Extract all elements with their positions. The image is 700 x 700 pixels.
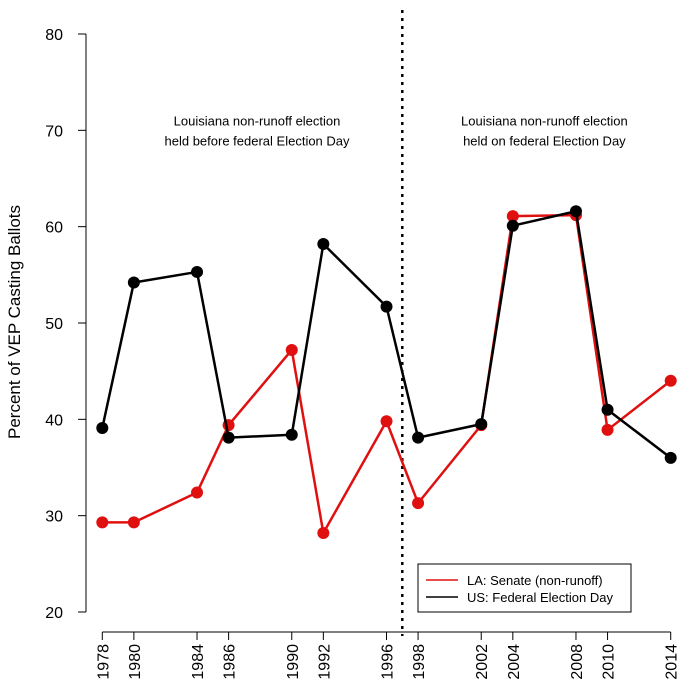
x-tick-label: 1978 — [95, 644, 112, 680]
annotation-line: Louisiana non-runoff election — [174, 114, 341, 129]
data-point — [285, 428, 298, 441]
data-point — [317, 527, 330, 540]
data-point — [601, 423, 614, 436]
data-point — [380, 415, 393, 428]
data-point — [191, 486, 204, 499]
data-point — [191, 265, 204, 278]
data-point — [569, 205, 582, 218]
x-tick-label: 1998 — [411, 644, 428, 680]
x-tick-label: 2002 — [474, 644, 491, 680]
y-tick-label: 60 — [45, 220, 63, 237]
legend: LA: Senate (non-runoff) US: Federal Elec… — [417, 563, 632, 613]
y-tick-label: 30 — [45, 509, 63, 526]
x-tick-label: 2010 — [601, 644, 618, 680]
y-tick-label: 80 — [45, 27, 63, 44]
x-tick-label: 1992 — [316, 644, 333, 680]
annotation-line: held on federal Election Day — [463, 134, 626, 149]
y-axis-title: Percent of VEP Casting Ballots — [5, 205, 24, 439]
x-tick-label: 1986 — [222, 644, 239, 680]
y-tick-label: 50 — [45, 316, 63, 333]
x-tick-label: 2004 — [506, 644, 523, 680]
data-point — [127, 276, 140, 289]
data-point — [222, 431, 235, 444]
data-point — [380, 300, 393, 313]
data-point — [127, 516, 140, 529]
x-tick-label: 1984 — [190, 644, 207, 680]
x-axis: 1978 1980 1984 1986 1990 1992 1996 1998 2002 2004… — [95, 631, 681, 680]
data-point — [601, 403, 614, 416]
data-point — [506, 219, 519, 232]
data-point — [96, 422, 109, 435]
annotation-line: held before federal Election Day — [165, 134, 351, 149]
series-layer — [96, 205, 677, 540]
series-line — [102, 213, 672, 535]
data-point — [412, 431, 425, 444]
data-point — [285, 343, 298, 356]
legend-label-la-senate: LA: Senate (non-runoff) — [467, 573, 603, 588]
y-tick-label: 40 — [45, 412, 63, 429]
x-tick-label: 2014 — [664, 644, 681, 680]
x-tick-label: 1990 — [285, 644, 302, 680]
data-point — [664, 451, 677, 464]
y-tick-label: 70 — [45, 123, 63, 140]
y-axis: 20 30 40 50 60 70 80 — [45, 27, 87, 622]
data-point — [317, 238, 330, 251]
legend-label-us-federal: US: Federal Election Day — [467, 590, 613, 605]
annotation-line: Louisiana non-runoff election — [461, 114, 628, 129]
data-point — [506, 210, 519, 223]
x-tick-label: 2008 — [569, 644, 586, 680]
data-point — [664, 374, 677, 387]
y-tick-label: 20 — [45, 605, 63, 622]
legend-box — [417, 563, 632, 613]
annotations: Louisiana non-runoff election held before… — [165, 114, 628, 149]
data-point — [412, 497, 425, 510]
x-tick-label: 1980 — [127, 644, 144, 680]
data-point — [96, 516, 109, 529]
x-tick-label: 1996 — [380, 644, 397, 680]
data-point — [475, 418, 488, 431]
